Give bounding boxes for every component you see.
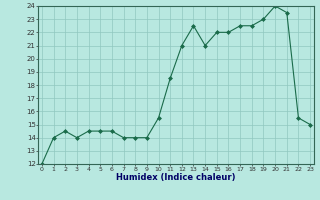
X-axis label: Humidex (Indice chaleur): Humidex (Indice chaleur) bbox=[116, 173, 236, 182]
